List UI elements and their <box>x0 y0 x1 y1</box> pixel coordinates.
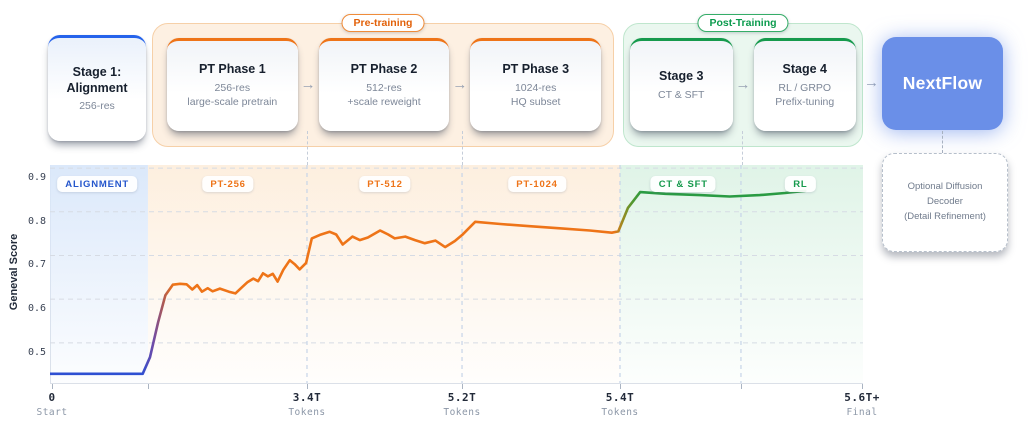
pretraining-badge: Pre-training <box>341 14 425 32</box>
stage3-box: Stage 3 CT & SFT <box>630 38 733 131</box>
pt-phase2-title: PT Phase 2 <box>350 62 418 76</box>
pt-phase1-box: PT Phase 1 256-res large-scale pretrain <box>167 38 298 131</box>
stage4-title: Stage 4 <box>782 62 827 76</box>
decoder-line1: Optional Diffusion Decoder <box>907 181 983 208</box>
stage4-box: Stage 4 RL / GRPO Prefix-tuning <box>753 38 856 131</box>
stage4-line2: Prefix-tuning <box>775 96 835 109</box>
pt-phase3-line2: HQ subset <box>510 96 561 109</box>
pt-phase1-subtitle: 256-res large-scale pretrain <box>187 81 277 110</box>
region-label: RL <box>785 176 816 192</box>
x-tick-label: 0 Start <box>36 391 67 418</box>
y-tick-label: 0.7 <box>27 259 46 271</box>
phase-boundary-connector <box>307 131 308 165</box>
pt-phase2-subtitle: 512-res +scale reweight <box>347 81 420 110</box>
pt-phase3-title: PT Phase 3 <box>502 62 570 76</box>
pt-phase3-box: PT Phase 3 1024-res HQ subset <box>470 38 602 131</box>
x-tick-mark <box>462 384 464 389</box>
x-tick-sublabel: Start <box>36 407 68 418</box>
x-tick-value: 0 <box>48 391 56 404</box>
y-tick-label: 0.5 <box>27 346 46 358</box>
nextflow-decoder-connector <box>942 131 943 153</box>
x-tick-label: 3.4T Tokens <box>288 391 325 418</box>
arrow-icon: → <box>864 74 879 91</box>
nextflow-box: NextFlow <box>882 37 1003 130</box>
stage3-title: Stage 3 <box>659 69 704 84</box>
x-tick-sublabel: Final <box>846 407 878 418</box>
stage1-subtitle: 256-res <box>79 100 115 113</box>
y-axis-title: Geneval Score <box>8 233 20 311</box>
pt-phase1-line1: 256-res <box>214 81 251 94</box>
x-tick-mark <box>740 384 742 389</box>
x-tick-mark <box>147 384 149 389</box>
region-post-training <box>619 165 863 383</box>
posttraining-badge: Post-Training <box>697 14 789 32</box>
x-tick-label: 5.6T+ Final <box>844 391 880 418</box>
x-tick-mark <box>862 384 864 389</box>
pt-phase1-title: PT Phase 1 <box>198 62 266 76</box>
x-tick-mark <box>619 384 621 389</box>
x-axis-line <box>50 383 863 384</box>
stage1-box: Stage 1: Alignment 256-res <box>48 35 146 141</box>
x-tick-mark <box>52 384 54 389</box>
pt-phase2-line2: +scale reweight <box>347 96 421 109</box>
arrow-icon: → <box>452 76 468 93</box>
phase-boundary-connector <box>462 131 463 165</box>
x-tick-sublabel: Tokens <box>601 407 639 418</box>
x-tick-label: 5.2T Tokens <box>443 391 480 418</box>
pretraining-boxes: PT Phase 1 256-res large-scale pretrain … <box>167 38 602 131</box>
x-tick-value: 5.6T+ <box>844 391 880 404</box>
arrow-icon: → <box>300 76 316 93</box>
region-label: CT & SFT <box>650 176 716 192</box>
y-tick-label: 0.9 <box>27 172 46 184</box>
region-label: PT-512 <box>359 176 411 192</box>
decoder-line2: (Detail Refinement) <box>904 210 986 222</box>
region-alignment <box>50 165 148 383</box>
x-tick-mark <box>306 384 308 389</box>
stage1-title-line1: Stage 1: <box>72 65 122 80</box>
geneval-score-chart <box>50 165 863 383</box>
region-label: PT-256 <box>202 176 254 192</box>
region-label: ALIGNMENT <box>57 176 137 192</box>
arrow-icon: → <box>735 76 751 93</box>
phase-boundary-connector <box>742 131 743 165</box>
score-line <box>50 189 807 376</box>
pt-phase1-line2: large-scale pretrain <box>187 96 278 109</box>
stage4-line1: RL / GRPO <box>778 81 832 94</box>
pt-phase3-subtitle: 1024-res HQ subset <box>511 81 561 110</box>
diffusion-decoder-box: Optional Diffusion Decoder (Detail Refin… <box>882 153 1008 252</box>
x-tick-sublabel: Tokens <box>443 407 481 418</box>
pt-phase3-line1: 1024-res <box>514 81 557 94</box>
x-tick-label: 5.4T Tokens <box>601 391 638 418</box>
y-tick-label: 0.6 <box>27 303 46 315</box>
x-tick-sublabel: Tokens <box>288 407 326 418</box>
posttraining-group: Post-Training Stage 3 CT & SFT → Stage 4… <box>623 14 863 147</box>
x-tick-value: 5.2T <box>447 391 477 404</box>
x-tick-value: 3.4T <box>292 391 322 404</box>
pt-phase2-line1: 512-res <box>366 81 402 94</box>
y-tick-label: 0.8 <box>27 215 46 227</box>
region-label: PT-1024 <box>508 176 566 192</box>
x-tick-value: 5.4T <box>605 391 635 404</box>
pt-phase2-box: PT Phase 2 512-res +scale reweight <box>318 38 450 131</box>
pretraining-group: Pre-training PT Phase 1 256-res large-sc… <box>152 14 614 147</box>
stage1-title-line2: Alignment <box>66 80 128 95</box>
posttraining-boxes: Stage 3 CT & SFT → Stage 4 RL / GRPO Pre… <box>630 38 856 131</box>
stage4-subtitle: RL / GRPO Prefix-tuning <box>775 81 834 110</box>
region-pre-training <box>147 165 620 383</box>
stage1-title: Stage 1: Alignment <box>66 65 127 96</box>
stage3-subtitle: CT & SFT <box>658 88 705 101</box>
